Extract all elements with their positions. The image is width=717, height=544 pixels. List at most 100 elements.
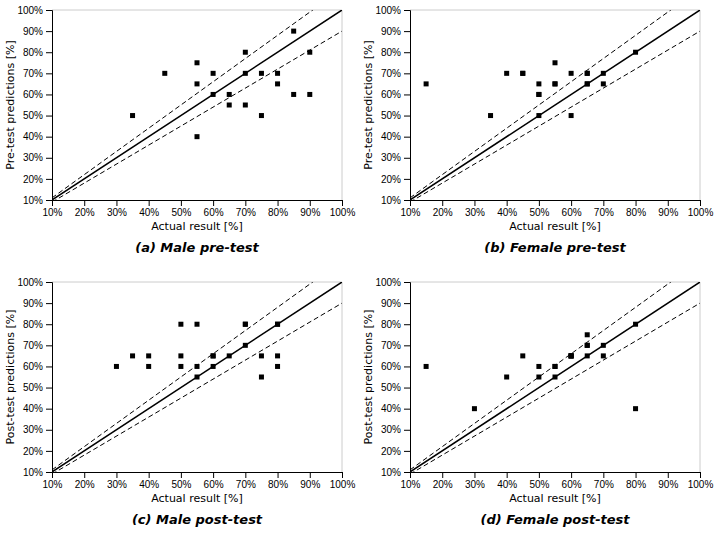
y-tick-mark (46, 345, 52, 346)
scatter-point (504, 375, 509, 380)
scatter-point (585, 343, 590, 348)
scatter-point (633, 50, 638, 55)
y-tick-mark (404, 366, 410, 367)
x-axis: 10%20%30%40%50%60%70%80%90%100% (42, 472, 355, 490)
y-tick: 10% (381, 195, 410, 206)
reference-line (410, 303, 700, 472)
figure: 10% 20% 30% 40% 50% 60% 70% 80% 90% 100% 10% 20% 30%… (0, 0, 717, 544)
scatter-point (243, 50, 248, 55)
y-tick-label: 10% (23, 467, 43, 478)
scatter-point (178, 364, 183, 369)
y-axis-line (404, 11, 411, 201)
y-tick-mark (46, 388, 52, 389)
scatter-point (178, 322, 183, 327)
x-tick-mark (342, 472, 343, 478)
y-tick: 40% (23, 131, 52, 142)
y-tick-mark (46, 52, 52, 53)
x-tick: 70% (236, 200, 256, 218)
y-tick-mark (46, 366, 52, 367)
y-tick: 90% (381, 26, 410, 37)
y-tick-label: 90% (381, 298, 401, 309)
scatter-point (243, 343, 248, 348)
x-tick-label: 80% (268, 479, 288, 490)
x-tick: 90% (658, 472, 678, 490)
y-tick-mark (46, 472, 52, 473)
y-tick-mark (404, 31, 410, 32)
x-tick: 50% (171, 200, 191, 218)
scatter-point (211, 71, 216, 76)
scatter-point (146, 353, 151, 358)
y-tick-mark (404, 179, 410, 180)
scatter-point (536, 364, 541, 369)
y-tick-label: 20% (23, 446, 43, 457)
scatter-point (536, 81, 541, 86)
panel: 10%20%30%40%50%60%70%80%90%100%10%20%30%… (362, 0, 713, 255)
scatter-point (601, 353, 606, 358)
y-tick-label: 20% (23, 174, 43, 185)
scatter-point (275, 81, 280, 86)
x-tick: 10% (400, 200, 420, 218)
y-tick-mark (46, 200, 52, 201)
scatter-point (504, 71, 509, 76)
scatter-point (227, 353, 232, 358)
scatter-point (307, 92, 312, 97)
y-tick-mark (404, 73, 410, 74)
y-tick-label: 70% (23, 68, 43, 79)
scatter-point (424, 364, 429, 369)
x-tick: 100% (688, 472, 714, 490)
y-tick: 20% (23, 174, 52, 185)
x-tick-label: 20% (75, 207, 95, 218)
y-tick: 50% (23, 110, 52, 121)
reference-line (52, 282, 342, 470)
scatter-point (195, 81, 200, 86)
scatter-point (520, 71, 525, 76)
reference-line (52, 303, 342, 472)
x-tick: 30% (465, 200, 485, 218)
x-tick: 70% (594, 472, 614, 490)
scatter-point (227, 103, 232, 108)
x-tick-label: 10% (42, 207, 62, 218)
y-tick: 70% (23, 68, 52, 79)
reference-line (410, 282, 700, 472)
x-tick: 70% (594, 200, 614, 218)
x-tick: 50% (529, 200, 549, 218)
x-tick-label: 30% (465, 207, 485, 218)
scatter-point (146, 364, 151, 369)
x-tick-mark (278, 472, 279, 478)
x-tick-label: 90% (658, 207, 678, 218)
x-tick: 100% (330, 472, 356, 490)
x-tick-mark (84, 200, 85, 206)
x-axis-title: Actual result [%] (509, 220, 601, 233)
scatter-point (259, 71, 264, 76)
scatter-point (569, 353, 574, 358)
y-tick-label: 30% (381, 424, 401, 435)
y-tick-mark (404, 282, 410, 283)
scatter-point (211, 364, 216, 369)
x-tick-label: 70% (236, 479, 256, 490)
x-tick-label: 10% (400, 479, 420, 490)
y-tick-mark (46, 73, 52, 74)
x-tick-label: 70% (594, 207, 614, 218)
y-tick: 50% (381, 110, 410, 121)
y-tick: 60% (23, 361, 52, 372)
scatter-point (553, 60, 558, 65)
x-tick-label: 40% (139, 479, 159, 490)
y-tick-mark (46, 31, 52, 32)
scatter-point (211, 353, 216, 358)
x-tick-mark (474, 472, 475, 478)
y-tick: 60% (381, 361, 410, 372)
scatter-point (553, 375, 558, 380)
x-tick: 30% (107, 200, 127, 218)
scatter-point (633, 406, 638, 411)
x-tick-mark (310, 472, 311, 478)
x-tick-mark (84, 472, 85, 478)
x-tick-label: 10% (42, 479, 62, 490)
scatter-point (195, 375, 200, 380)
scatter-point (569, 113, 574, 118)
scatter-point (211, 353, 216, 358)
x-tick: 30% (107, 472, 127, 490)
reference-line (52, 10, 342, 200)
x-tick-mark (539, 472, 540, 478)
scatter-point (259, 113, 264, 118)
y-tick: 80% (23, 47, 52, 58)
